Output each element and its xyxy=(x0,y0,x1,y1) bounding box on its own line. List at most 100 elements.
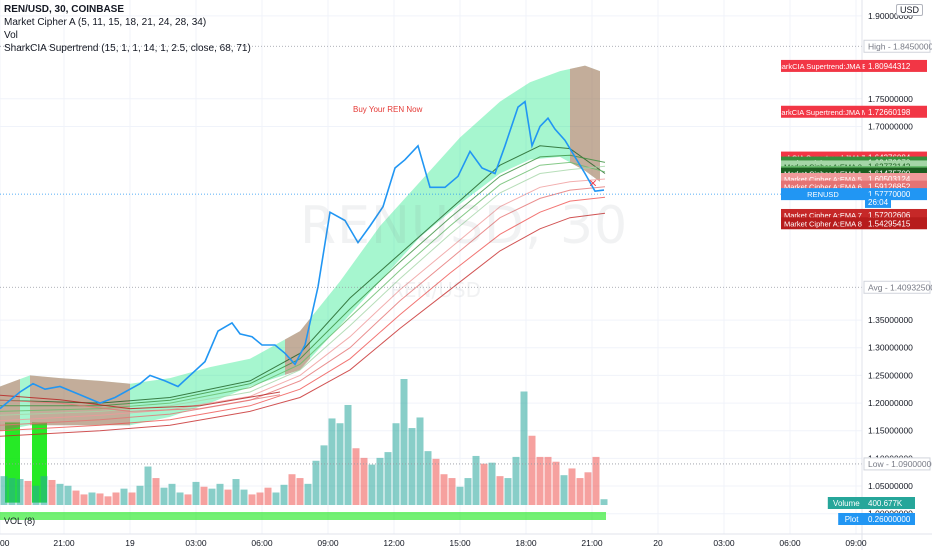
legend-sharkcia[interactable]: SharkCIA Supertrend (15, 1, 1, 14, 1, 2.… xyxy=(4,43,251,54)
y-tick-label: 1.30000000 xyxy=(868,343,913,353)
volume-bar xyxy=(80,494,88,505)
volume-bar xyxy=(72,490,80,505)
price-tag-value: 1.60503124 xyxy=(868,175,911,184)
volume-bar xyxy=(600,499,608,505)
price-tag-label: RENUSD xyxy=(807,190,839,199)
x-tick-label: 06:00 xyxy=(251,538,273,548)
y-tick-label: 1.25000000 xyxy=(868,370,913,380)
ema-line xyxy=(0,145,606,404)
price-tag-label: Market Cipher A:EMA 8 xyxy=(784,219,862,228)
bottom-tag-label: Plot xyxy=(845,515,860,524)
x-tick-label: 03:00 xyxy=(713,538,735,548)
volume-bar xyxy=(136,485,144,505)
ema-line xyxy=(0,154,606,407)
price-tag-label: Market Cipher A:EMA 6 xyxy=(784,183,862,192)
price-tag-label: SharkCIA Supertrend:JMA Mid xyxy=(772,108,874,117)
volume-bar xyxy=(520,391,528,505)
volume-bar xyxy=(56,483,64,505)
reference-tag: Low - 1.09000000 xyxy=(863,457,932,471)
ema-line xyxy=(0,394,281,412)
sell-marker: × xyxy=(588,176,597,189)
volume-bar xyxy=(400,379,408,505)
volume-bar xyxy=(240,489,248,505)
volume-bar xyxy=(536,456,544,505)
volume-bar xyxy=(40,476,48,505)
volume-bar xyxy=(384,452,392,505)
time-axis: 00 21:00 19 03:00 06:00 09:00 12:00 15:00 18:00 2… xyxy=(0,538,867,548)
volume-bar xyxy=(576,478,584,505)
annotation-text: Buy Your REN Now xyxy=(353,105,423,114)
supertrend-band xyxy=(0,65,600,431)
volume-bar xyxy=(104,496,112,505)
volume-pane-label: VOL (8) xyxy=(4,516,36,526)
volume-bar xyxy=(504,478,512,505)
volume-bar xyxy=(496,476,504,505)
y-tick-label: 1.15000000 xyxy=(868,426,913,436)
price-tag-value: 1.57202606 xyxy=(868,211,911,220)
price-tag-value: 1.54295415 xyxy=(868,219,911,228)
price-tag-value: 1.72660198 xyxy=(868,108,911,117)
volume-bar xyxy=(16,479,24,505)
y-tick-label: 1.05000000 xyxy=(868,481,913,491)
reference-tag: Avg - 1.40932500 xyxy=(863,280,932,294)
y-tick-label: 1.90000000 xyxy=(868,11,913,21)
volume-bar xyxy=(288,474,296,505)
legend-vol[interactable]: Vol xyxy=(4,30,18,41)
x-tick-label: 21:00 xyxy=(53,538,75,548)
volume-bar xyxy=(368,464,376,505)
price-tag-value: 26:04 xyxy=(868,198,889,207)
ema-line xyxy=(0,391,281,410)
x-tick-label: 19 xyxy=(125,538,135,548)
volume-bar xyxy=(456,486,464,505)
volume-bar xyxy=(200,486,208,505)
volume-bar xyxy=(96,493,104,505)
volume-bar xyxy=(120,488,128,505)
x-tick-label: 00 xyxy=(0,538,10,548)
volume-bar xyxy=(472,455,480,505)
volume-bar xyxy=(112,492,120,505)
y-tick-label: 1.20000000 xyxy=(868,398,913,408)
reference-tag-text: Low - 1.09000000 xyxy=(868,459,932,469)
ema-line xyxy=(0,186,606,426)
volume-bar xyxy=(360,457,368,505)
x-tick-label: 03:00 xyxy=(185,538,207,548)
volume-bar xyxy=(336,423,344,505)
price-tag-label: Market Cipher A:EMA 5 xyxy=(784,175,862,184)
price-tag: RENUSD 1.57770000 xyxy=(781,188,927,201)
volume-bar xyxy=(328,418,336,505)
x-tick-label: 06:00 xyxy=(779,538,801,548)
price-tag-label: Market Cipher A:EMA 7 xyxy=(784,211,862,220)
volume-bar xyxy=(304,483,312,505)
volume-bar xyxy=(256,492,264,505)
legend-title[interactable]: REN/USD, 30, COINBASE xyxy=(4,4,125,15)
ema-line xyxy=(0,196,606,432)
volume-bar xyxy=(208,488,216,505)
volume-bar xyxy=(88,492,96,505)
volume-bar xyxy=(568,468,576,505)
price-tag-value: 1.80944312 xyxy=(868,62,911,71)
volume-bar xyxy=(408,428,416,505)
legend-market-cipher[interactable]: Market Cipher A (5, 11, 15, 18, 21, 24, … xyxy=(4,17,207,28)
price-line: × xyxy=(0,100,862,410)
currency-button[interactable]: USD xyxy=(896,4,924,16)
volume-bar xyxy=(552,461,560,505)
volume-bar xyxy=(176,492,184,505)
volume-bar xyxy=(544,456,552,505)
volume-bar xyxy=(224,489,232,505)
y-tick-label: 1.75000000 xyxy=(868,94,913,104)
price-tag-value: 1.59126852 xyxy=(868,183,911,192)
bottom-tag: Volume 400.677K xyxy=(827,497,915,509)
volume-bar xyxy=(160,487,168,505)
volume-bar xyxy=(8,478,16,505)
reference-tag-text: Avg - 1.40932500 xyxy=(868,282,932,292)
volume-bar xyxy=(488,462,496,505)
volume-bar xyxy=(432,458,440,505)
price-tag-label: SharkCIA Supertrend:JMA Bot xyxy=(773,62,875,71)
x-tick-label: 12:00 xyxy=(383,538,405,548)
volume-bar xyxy=(32,485,40,505)
volume-bar xyxy=(216,483,224,505)
volume-bar xyxy=(440,474,448,505)
